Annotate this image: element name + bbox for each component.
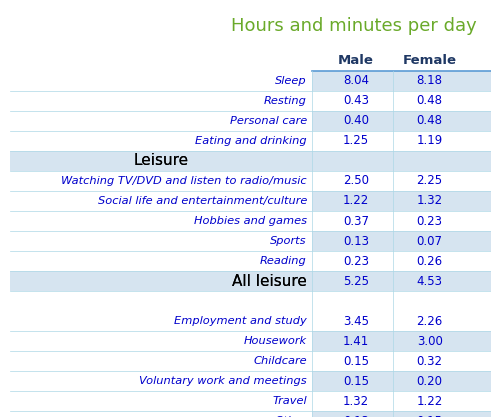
Text: Housework: Housework bbox=[244, 336, 307, 346]
Text: 5.25: 5.25 bbox=[343, 274, 369, 288]
Text: Reading: Reading bbox=[260, 256, 307, 266]
Text: 0.32: 0.32 bbox=[417, 354, 442, 368]
Text: 2.26: 2.26 bbox=[416, 314, 443, 328]
Text: Resting: Resting bbox=[264, 96, 307, 106]
Text: 0.13: 0.13 bbox=[343, 414, 369, 417]
Text: Leisure: Leisure bbox=[133, 153, 189, 168]
Text: 0.15: 0.15 bbox=[417, 414, 442, 417]
Text: 0.15: 0.15 bbox=[343, 354, 369, 368]
Text: Employment and study: Employment and study bbox=[174, 316, 307, 326]
Text: 1.19: 1.19 bbox=[416, 134, 443, 148]
Text: 0.15: 0.15 bbox=[343, 374, 369, 388]
Text: Hours and minutes per day: Hours and minutes per day bbox=[230, 17, 476, 35]
Text: 1.25: 1.25 bbox=[343, 134, 369, 148]
Text: Eating and drinking: Eating and drinking bbox=[195, 136, 307, 146]
Text: Female: Female bbox=[403, 54, 457, 68]
Text: 0.48: 0.48 bbox=[417, 114, 442, 128]
Text: 0.07: 0.07 bbox=[417, 234, 442, 248]
Text: 8.18: 8.18 bbox=[417, 74, 442, 88]
Text: All leisure: All leisure bbox=[232, 274, 307, 289]
Text: Travel: Travel bbox=[272, 396, 307, 406]
Text: 2.25: 2.25 bbox=[416, 174, 443, 188]
Text: Voluntary work and meetings: Voluntary work and meetings bbox=[139, 376, 307, 386]
Text: 0.40: 0.40 bbox=[343, 114, 369, 128]
Text: 1.32: 1.32 bbox=[416, 194, 443, 208]
Text: Leisure: Leisure bbox=[133, 153, 189, 168]
Text: Social life and entertainment/culture: Social life and entertainment/culture bbox=[98, 196, 307, 206]
Text: Hobbies and games: Hobbies and games bbox=[194, 216, 307, 226]
Text: 0.48: 0.48 bbox=[417, 94, 442, 108]
Text: Sleep: Sleep bbox=[275, 76, 307, 86]
Text: 0.26: 0.26 bbox=[416, 254, 443, 268]
Text: 8.04: 8.04 bbox=[343, 74, 369, 88]
Text: 2.50: 2.50 bbox=[343, 174, 369, 188]
Text: Personal care: Personal care bbox=[230, 116, 307, 126]
Text: All leisure: All leisure bbox=[232, 274, 307, 289]
Text: 0.37: 0.37 bbox=[343, 214, 369, 228]
Text: 1.41: 1.41 bbox=[343, 334, 369, 348]
Text: 0.23: 0.23 bbox=[417, 214, 442, 228]
Text: 3.00: 3.00 bbox=[417, 334, 442, 348]
Text: 1.32: 1.32 bbox=[343, 394, 369, 408]
Text: Watching TV/DVD and listen to radio/music: Watching TV/DVD and listen to radio/musi… bbox=[61, 176, 307, 186]
Text: 0.13: 0.13 bbox=[343, 234, 369, 248]
Text: 0.20: 0.20 bbox=[417, 374, 442, 388]
Text: Male: Male bbox=[338, 54, 374, 68]
Text: Other: Other bbox=[274, 416, 307, 417]
Text: 4.53: 4.53 bbox=[417, 274, 442, 288]
Text: Sports: Sports bbox=[271, 236, 307, 246]
Text: 1.22: 1.22 bbox=[343, 194, 369, 208]
Text: Childcare: Childcare bbox=[253, 356, 307, 366]
Text: 0.43: 0.43 bbox=[343, 94, 369, 108]
Text: 0.23: 0.23 bbox=[343, 254, 369, 268]
Text: 1.22: 1.22 bbox=[416, 394, 443, 408]
Text: 3.45: 3.45 bbox=[343, 314, 369, 328]
